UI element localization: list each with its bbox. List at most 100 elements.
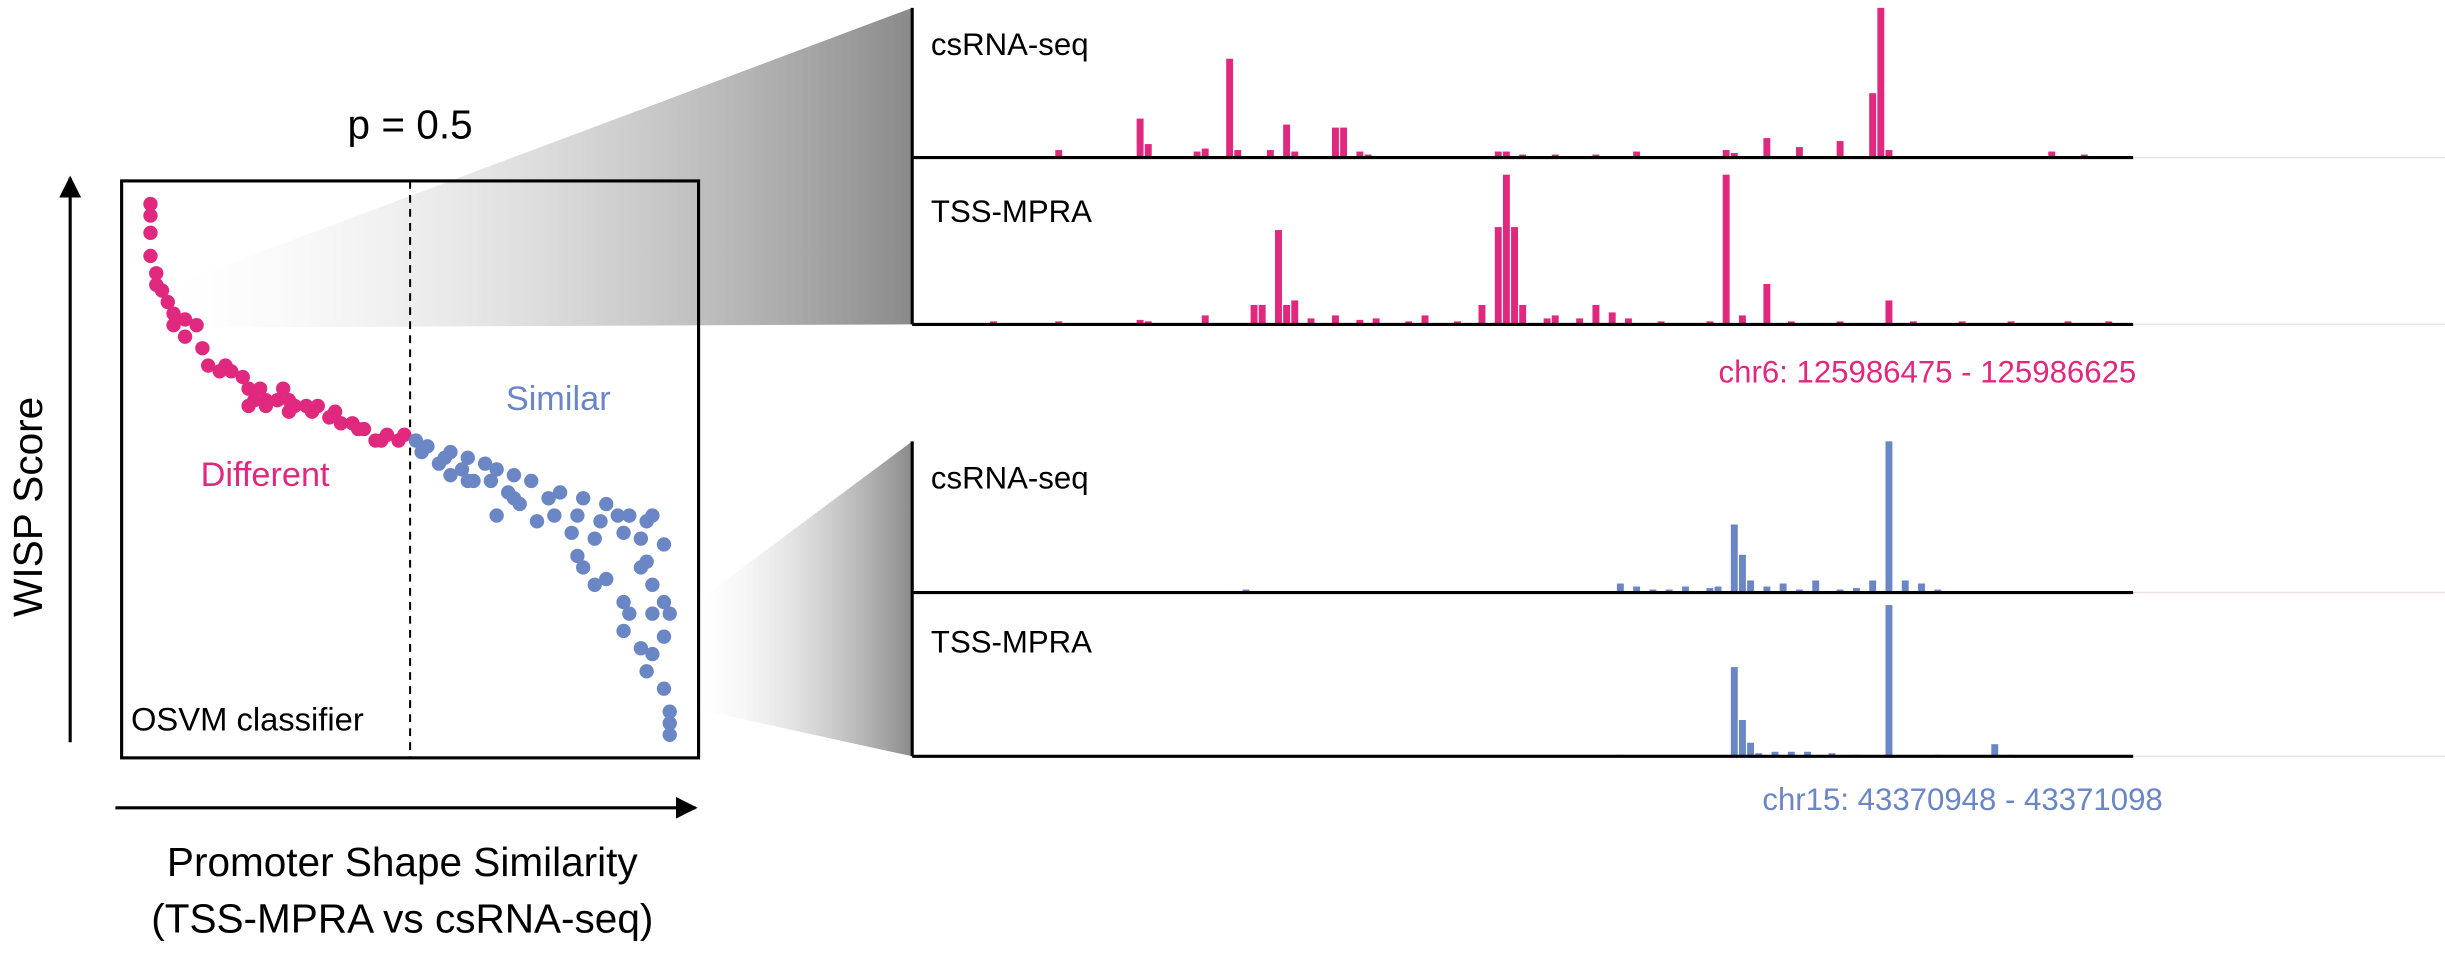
scatter-point [552, 485, 568, 500]
x-axis-label: Promoter Shape Similarity [167, 839, 639, 885]
bar [1340, 127, 1348, 158]
bar [1804, 751, 1812, 757]
bar [1136, 118, 1144, 158]
bar [1747, 580, 1755, 593]
scatter-point [616, 525, 631, 541]
scatter-point [454, 462, 470, 477]
scatter-point [460, 473, 475, 489]
scatter-point [616, 594, 631, 610]
bar [1266, 150, 1274, 158]
bar [1356, 319, 1364, 325]
bar [1193, 151, 1201, 158]
scatter-point [587, 531, 602, 546]
scatter-point [379, 427, 395, 442]
scatter-point [397, 427, 412, 442]
scatter-point [633, 641, 649, 656]
bar [1551, 315, 1559, 325]
bar [1738, 720, 1746, 757]
bar [1738, 315, 1746, 325]
scatter-point [477, 456, 493, 471]
scatter-point [633, 531, 649, 546]
bar [1502, 151, 1510, 158]
zoom-wedge [171, 7, 913, 328]
bar [1519, 304, 1527, 325]
bar [1991, 744, 1999, 757]
bar [1283, 304, 1291, 325]
bar [1478, 304, 1486, 325]
bar [1592, 304, 1600, 325]
region-label: chr6: 125986475 - 125986625 [1719, 355, 2137, 390]
bar [1543, 318, 1551, 325]
scatter-point [576, 491, 591, 506]
scatter-point [483, 473, 499, 489]
bar [1421, 315, 1429, 325]
zoom-wedge [698, 441, 913, 757]
bar [1226, 58, 1234, 158]
scatter-point [356, 421, 372, 437]
scatter-point [576, 560, 591, 575]
scatter-point [189, 317, 204, 333]
bar [1331, 315, 1339, 325]
bar [1852, 588, 1860, 593]
scatter-point [570, 508, 585, 523]
bar [1372, 318, 1380, 325]
bar [1722, 174, 1730, 325]
series-label: Different [201, 456, 330, 494]
bar [1144, 144, 1152, 158]
scatter-point [177, 329, 193, 344]
scatter-point [599, 571, 614, 587]
chart-title: p = 0.5 [348, 102, 473, 148]
classifier-label: OSVM classifier [131, 701, 364, 738]
bar [1250, 304, 1258, 325]
bar [1633, 586, 1641, 593]
scatter-point [616, 623, 631, 639]
bar [1714, 586, 1722, 593]
bar [1616, 583, 1624, 593]
track-label: csRNA-seq [931, 27, 1089, 62]
scatter-point [166, 306, 181, 321]
bar [1494, 151, 1502, 158]
scatter-point [662, 704, 677, 719]
scatter-point [645, 646, 660, 662]
bar [1738, 554, 1746, 593]
scatter-point [506, 467, 522, 483]
bar [1576, 318, 1584, 325]
scatter-point [333, 416, 349, 431]
scatter-point [143, 248, 158, 264]
scatter-point [610, 508, 625, 523]
scatter-point [593, 514, 608, 529]
bar [1291, 151, 1299, 158]
scatter-point [235, 369, 250, 385]
scatter-point [506, 491, 522, 506]
scatter-point [224, 364, 239, 379]
bar [1258, 304, 1266, 325]
scatter-point [258, 398, 274, 414]
track-label: TSS-MPRA [931, 194, 1092, 229]
scatter-point [570, 548, 585, 564]
scatter-point [599, 496, 614, 512]
scatter-point [645, 577, 660, 592]
scatter-point [656, 681, 672, 696]
scatter-point [200, 358, 216, 373]
bar [1795, 147, 1803, 158]
scatter-point [656, 537, 672, 552]
scatter-point [489, 508, 504, 523]
bar [1356, 151, 1364, 158]
scatter-point [662, 716, 677, 731]
scatter-point [327, 404, 343, 419]
bar [1877, 7, 1885, 158]
bar [1747, 742, 1755, 757]
scatter-point [645, 606, 660, 621]
scatter-point [622, 606, 637, 621]
bar [1869, 580, 1877, 593]
scatter-point [252, 381, 268, 396]
scatter-point [270, 392, 285, 408]
scatter-point [154, 283, 170, 298]
bar [1608, 312, 1616, 325]
scatter-point [541, 491, 556, 506]
bar [1633, 151, 1641, 158]
bar [2048, 151, 2056, 158]
scatter-point [275, 381, 291, 396]
bar [1136, 319, 1144, 325]
scatter-point [408, 433, 424, 448]
